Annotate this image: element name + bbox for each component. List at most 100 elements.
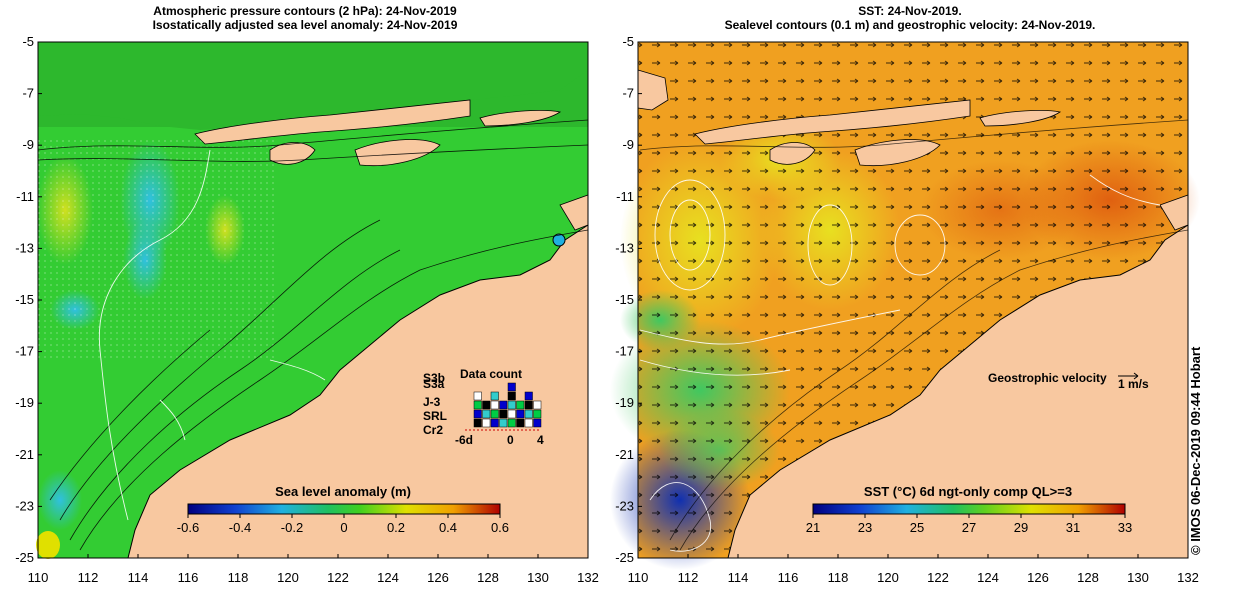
data-count-block: [507, 391, 516, 401]
left-title-line1: Atmospheric pressure contours (2 hPa): 2…: [153, 4, 457, 18]
right-lon-tick: 112: [678, 570, 699, 585]
right-lat-tick: -9: [622, 137, 634, 152]
right-lat-tick: -23: [615, 498, 634, 513]
sla-colorbar: Sea level anomaly (m) -0.6 -0.4 -0.2 0 0.2 0.…: [177, 484, 509, 535]
sla-colorbar-tick: -0.4: [229, 520, 251, 535]
data-count-bars: [473, 382, 542, 428]
velocity-key-label: Geostrophic velocity: [988, 371, 1107, 385]
right-lat-tick: -11: [616, 189, 634, 204]
left-lat-tick: -17: [15, 344, 34, 359]
data-count-block: [533, 418, 542, 428]
credit-text: © IMOS 06-Dec-2019 09:44 Hobart: [1188, 346, 1203, 555]
sla-colorbar-tick: 0.6: [491, 520, 509, 535]
data-count-block: [516, 418, 525, 428]
right-lon-tick: 124: [977, 570, 999, 585]
right-lon-tick: 120: [877, 570, 899, 585]
left-lon-tick: 132: [577, 570, 599, 585]
left-lon-tick: 120: [277, 570, 299, 585]
sla-colorbar-tick: -0.6: [177, 520, 199, 535]
right-lon-tick: 126: [1027, 570, 1049, 585]
left-lon-tick: 128: [477, 570, 499, 585]
left-lat-tick: -19: [15, 395, 34, 410]
left-lon-tick: 130: [527, 570, 549, 585]
satellite-label: S3b: [423, 371, 445, 385]
data-count-block: [499, 400, 508, 410]
sst-colorbar-tick: 23: [858, 520, 872, 535]
left-lat-tick: -11: [16, 189, 34, 204]
sst-colorbar-tick: 21: [806, 520, 820, 535]
data-count-block: [482, 409, 491, 419]
left-lon-tick: 122: [327, 570, 349, 585]
data-count-block: [482, 418, 491, 428]
right-lat-tick: -21: [615, 447, 634, 462]
left-lon-tick: 112: [78, 570, 99, 585]
data-count-block: [516, 400, 525, 410]
left-title-line2: Isostatically adjusted sea level anomaly…: [152, 18, 458, 32]
left-lat-tick: -5: [22, 34, 34, 49]
right-title-line1: SST: 24-Nov-2019.: [858, 4, 962, 18]
data-count-block: [490, 391, 499, 401]
satellite-label: SRL: [423, 409, 447, 423]
data-count-block: [507, 418, 516, 428]
data-count-xtick-1: -6d: [455, 433, 473, 447]
left-lon-tick: 118: [228, 570, 249, 585]
data-count-block: [499, 409, 508, 419]
right-lat-tick: -15: [615, 292, 634, 307]
data-count-block: [473, 400, 482, 410]
data-count-block: [482, 400, 491, 410]
velocity-key-scale: 1 m/s: [1118, 377, 1149, 391]
left-lon-tick: 124: [377, 570, 399, 585]
sst-map: Geostrophic velocity 1 m/s: [610, 41, 1200, 570]
right-lon-tick: 116: [778, 570, 799, 585]
left-lat-tick: -21: [15, 447, 34, 462]
sst-colorbar-tick: 25: [910, 520, 924, 535]
sst-colorbar-tick: 33: [1118, 520, 1132, 535]
sst-colorbar-label: SST (°C) 6d ngt-only comp QL>=3: [864, 484, 1072, 499]
left-lat-tick: -9: [22, 137, 34, 152]
satellite-label: S3a: [423, 377, 445, 391]
right-lat-tick: -7: [622, 86, 634, 101]
sla-colorbar-tick: 0.4: [439, 520, 457, 535]
data-count-block: [507, 382, 516, 392]
satellite-label: Cr2: [423, 423, 443, 437]
sla-map: [36, 41, 589, 559]
left-lon-tick: 110: [28, 570, 49, 585]
left-lon-tick: 126: [427, 570, 449, 585]
left-lat-axis: -5 -7 -9 -11 -13 -15 -17 -19 -21 -23 -25: [15, 34, 42, 565]
right-lat-tick: -19: [615, 395, 634, 410]
data-count-block: [490, 418, 499, 428]
data-count-block: [524, 400, 533, 410]
data-count-xtick-3: 4: [537, 433, 544, 447]
data-count-block: [533, 409, 542, 419]
data-count-block: [516, 409, 525, 419]
left-lat-tick: -13: [15, 240, 34, 255]
sla-colorbar-tick: 0.2: [387, 520, 405, 535]
sla-colorbar-tick: -0.2: [281, 520, 303, 535]
data-count-block: [490, 409, 499, 419]
data-count-block: [524, 409, 533, 419]
right-lat-tick: -17: [615, 344, 634, 359]
right-lon-tick: 118: [828, 570, 849, 585]
sla-colorbar-label: Sea level anomaly (m): [275, 484, 411, 499]
left-lon-tick: 116: [178, 570, 199, 585]
data-count-block: [473, 409, 482, 419]
sst-colorbar: SST (°C) 6d ngt-only comp QL>=3 21 23 25 27…: [806, 484, 1132, 535]
left-lon-tick: 114: [128, 570, 149, 585]
right-lon-tick: 130: [1127, 570, 1149, 585]
left-lat-tick: -25: [15, 550, 34, 565]
satellite-label: J-3: [423, 395, 441, 409]
left-lat-tick: -15: [15, 292, 34, 307]
right-lat-tick: -25: [615, 550, 634, 565]
right-lat-tick: -13: [615, 240, 634, 255]
left-lat-tick: -23: [15, 498, 34, 513]
data-count-block: [473, 391, 482, 401]
right-lon-tick: 132: [1177, 570, 1199, 585]
left-lon-axis: 110 112 114 116 118 120 122 124 126 128 130 132: [28, 554, 599, 585]
data-count-xtick-2: 0: [507, 433, 514, 447]
sla-colorbar-tick: 0: [340, 520, 347, 535]
right-lon-tick: 122: [927, 570, 949, 585]
data-count-block: [473, 418, 482, 428]
data-count-block: [524, 418, 533, 428]
data-count-block: [524, 391, 533, 401]
